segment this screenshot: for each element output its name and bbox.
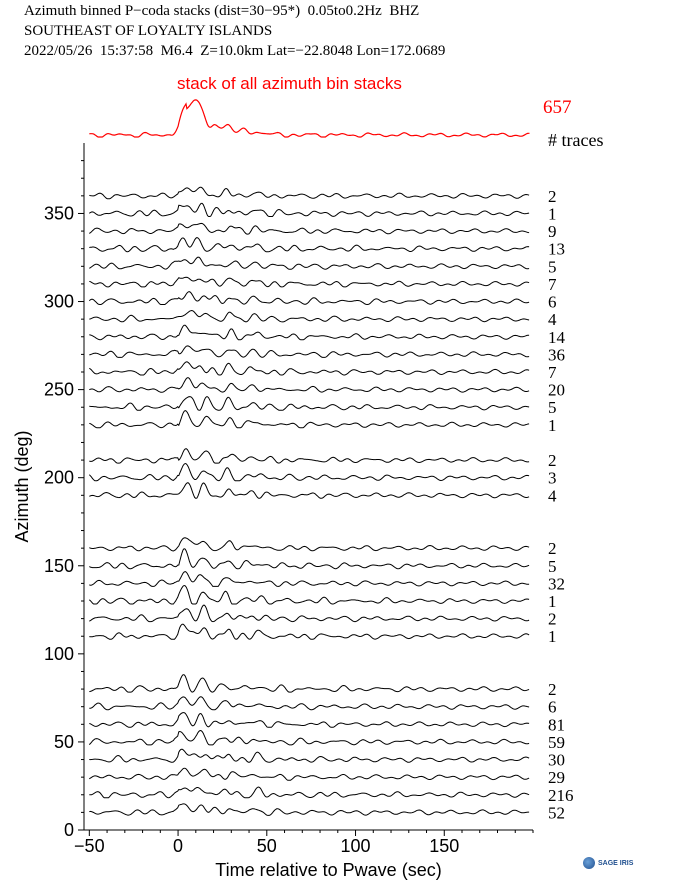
title-line-2: SOUTHEAST OF LOYALTY ISLANDS — [24, 23, 273, 39]
trace-count-label: 2 — [548, 610, 557, 629]
trace-az-60 — [89, 712, 530, 728]
trace-az-270 — [89, 345, 530, 358]
trace-count-label: 4 — [548, 310, 557, 329]
x-tick-label: 150 — [429, 836, 459, 856]
trace-az-330 — [89, 237, 530, 253]
trace-count-label: 2 — [548, 187, 557, 206]
y-tick-label: 0 — [64, 820, 74, 840]
traces-header: # traces — [548, 130, 603, 150]
trace-az-290 — [89, 309, 530, 323]
trace-az-340 — [89, 222, 530, 235]
trace-count-label: 30 — [548, 751, 565, 770]
x-tick-label: 0 — [173, 836, 183, 856]
trace-az-30 — [89, 767, 530, 781]
trace-az-80 — [89, 674, 530, 693]
trace-az-350 — [89, 202, 530, 217]
trace-count-label: 4 — [548, 486, 557, 505]
trace-az-150 — [89, 548, 530, 570]
y-tick-label: 50 — [54, 732, 74, 752]
trace-count-label: 3 — [548, 469, 557, 488]
x-tick-label: −50 — [74, 836, 105, 856]
logo-text: SAGE IRIS — [598, 859, 634, 867]
trace-count-label: 2 — [548, 451, 557, 470]
trace-az-260 — [89, 361, 530, 376]
x-tick-label: 50 — [257, 836, 277, 856]
trace-count-label: 7 — [548, 275, 557, 294]
y-tick-label: 100 — [44, 644, 74, 664]
x-tick-label: 100 — [341, 836, 371, 856]
trace-az-360 — [89, 186, 530, 200]
trace-count-label: 5 — [548, 398, 557, 417]
stack-count: 657 — [543, 97, 572, 118]
trace-az-190 — [89, 482, 530, 499]
trace-count-label: 1 — [548, 416, 557, 435]
y-axis-label: Azimuth (deg) — [12, 430, 32, 542]
trace-count-label: 7 — [548, 363, 557, 382]
trace-az-250 — [89, 377, 530, 393]
title-line-1: Azimuth binned P−coda stacks (dist=30−95… — [24, 3, 420, 19]
trace-count-label: 2 — [548, 680, 557, 699]
y-tick-label: 150 — [44, 556, 74, 576]
trace-count-label: 20 — [548, 381, 565, 400]
stack-label: stack of all azimuth bin stacks — [177, 74, 402, 93]
trace-az-240 — [89, 396, 530, 411]
trace-az-210 — [89, 448, 530, 464]
trace-count-label: 6 — [548, 293, 557, 312]
trace-count-label: 81 — [548, 715, 565, 734]
trace-az-70 — [89, 696, 530, 711]
trace-count-label: 5 — [548, 557, 557, 576]
trace-count-label: 2 — [548, 539, 557, 558]
stack-trace — [89, 99, 530, 138]
trace-count-label: 29 — [548, 768, 565, 787]
y-tick-label: 200 — [44, 468, 74, 488]
trace-az-50 — [88, 729, 530, 746]
trace-az-310 — [89, 276, 530, 288]
trace-count-label: 36 — [548, 345, 565, 364]
trace-az-130 — [88, 584, 530, 605]
trace-count-label: 9 — [548, 222, 557, 241]
trace-count-label: 59 — [548, 733, 565, 752]
trace-count-label: 13 — [548, 240, 565, 259]
trace-az-320 — [89, 256, 530, 270]
trace-count-label: 52 — [548, 803, 565, 822]
trace-count-label: 5 — [548, 257, 557, 276]
trace-az-140 — [89, 571, 530, 587]
y-tick-label: 300 — [44, 292, 74, 312]
trace-count-label: 6 — [548, 698, 557, 717]
trace-az-300 — [88, 291, 530, 306]
y-tick-label: 250 — [44, 380, 74, 400]
title-line-3: 2022/05/26 15:37:58 M6.4 Z=10.0km Lat=−2… — [24, 43, 446, 59]
trace-az-40 — [89, 748, 530, 763]
trace-az-200 — [88, 462, 530, 482]
trace-az-230 — [89, 410, 530, 429]
trace-count-label: 1 — [548, 627, 557, 646]
trace-count-label: 1 — [548, 592, 557, 611]
trace-az-110 — [89, 623, 530, 640]
trace-az-160 — [89, 537, 530, 552]
trace-az-120 — [89, 604, 530, 623]
trace-count-label: 32 — [548, 574, 565, 593]
trace-count-label: 1 — [548, 204, 557, 223]
trace-count-label: 14 — [548, 328, 566, 347]
trace-az-10 — [89, 803, 530, 816]
trace-az-280 — [89, 324, 530, 341]
logo-globe-icon — [583, 857, 595, 869]
sage-logo: SAGE IRIS — [583, 857, 633, 869]
x-axis-label: Time relative to Pwave (sec) — [215, 860, 441, 880]
trace-az-20 — [89, 786, 530, 799]
y-tick-label: 350 — [44, 203, 74, 223]
trace-count-label: 216 — [548, 786, 574, 805]
